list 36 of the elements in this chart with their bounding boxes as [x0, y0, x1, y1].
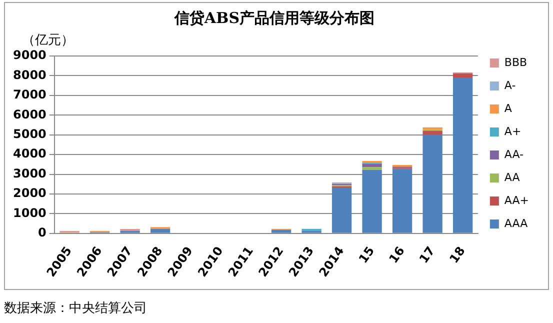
bar — [452, 77, 473, 233]
x-tick-label: 15 — [356, 244, 378, 266]
bar — [392, 168, 412, 233]
y-tick-label: 0 — [38, 226, 46, 240]
bar — [452, 74, 473, 78]
legend-label: A — [504, 102, 512, 115]
y-tick-label: 3000 — [12, 166, 46, 180]
y-tick-label: 2000 — [12, 186, 46, 200]
y-tick-label: 6000 — [12, 107, 46, 122]
bar — [271, 230, 292, 233]
legend-label: AA- — [504, 148, 524, 161]
x-tick-label: 16 — [386, 244, 408, 266]
legend-label: AA — [504, 170, 520, 184]
y-tick-label: 8000 — [12, 68, 46, 82]
legend-label: AA+ — [504, 194, 530, 207]
bar — [150, 228, 170, 233]
legend-label: A- — [504, 78, 516, 92]
x-tick-label: 18 — [446, 244, 468, 266]
y-tick-label: 7000 — [12, 88, 46, 102]
source-note: 数据来源：中央结算公司 — [4, 301, 147, 316]
bar — [422, 130, 442, 135]
bar — [332, 187, 352, 233]
y-tick-label: 9000 — [12, 48, 46, 62]
legend-label: AAA — [504, 216, 528, 230]
chart-title: 信贷ABS产品信用等级分布图 — [173, 8, 375, 27]
x-tick-label: 17 — [416, 244, 438, 266]
y-axis-title: （亿元） — [22, 33, 74, 48]
legend-label: A+ — [504, 124, 522, 138]
bar — [422, 134, 442, 233]
y-tick-label: 5000 — [12, 126, 46, 141]
bar — [362, 167, 382, 170]
bar — [362, 170, 382, 233]
bar — [362, 164, 382, 168]
y-tick-label: 4000 — [12, 146, 46, 161]
legend-label: BBB — [504, 56, 528, 69]
y-tick-label: 1000 — [12, 206, 46, 220]
